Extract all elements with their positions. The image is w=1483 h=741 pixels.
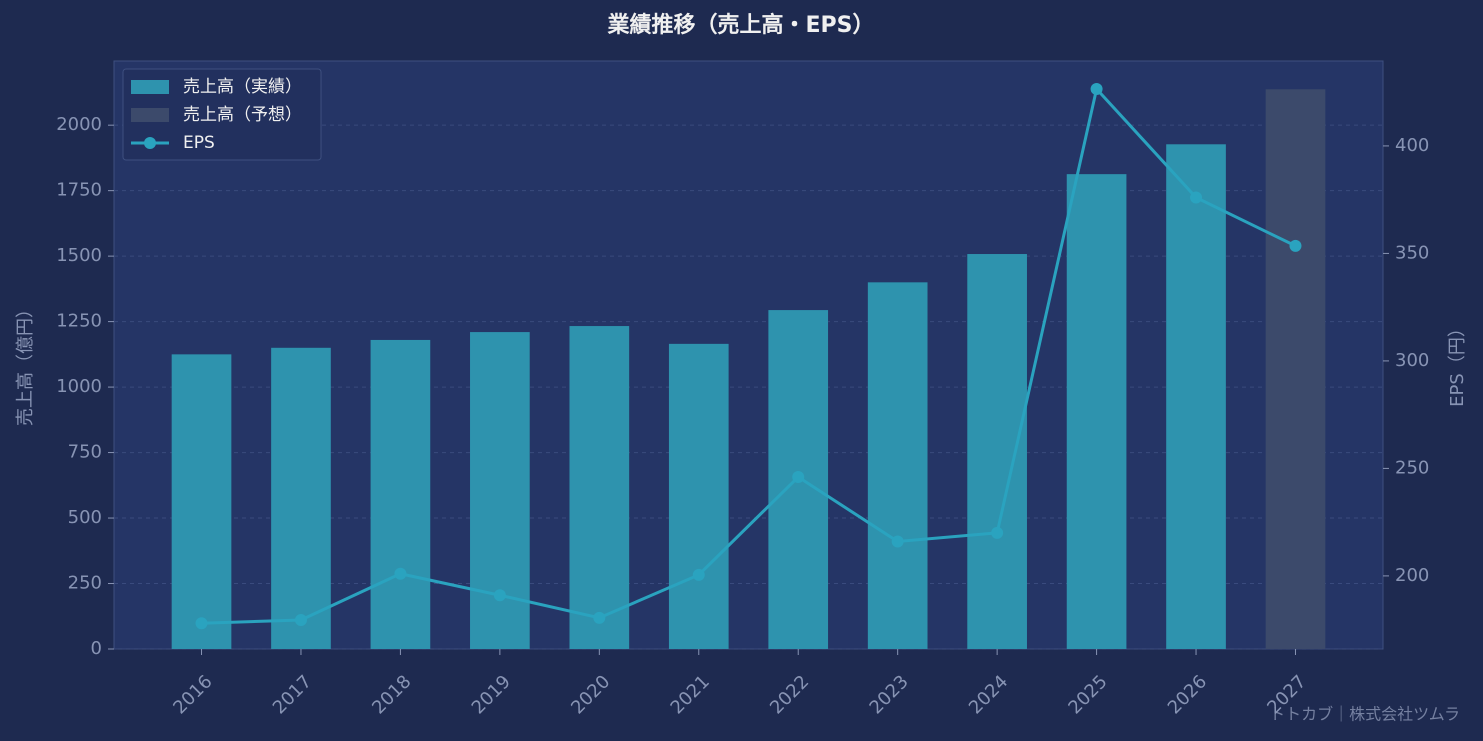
y-tick-label: 1750 <box>56 180 102 201</box>
legend-swatch <box>131 80 169 94</box>
marker <box>792 471 805 484</box>
legend-swatch <box>131 108 169 122</box>
y2-axis-label: EPS（円） <box>1447 319 1468 407</box>
legend-swatch <box>144 137 156 149</box>
y-tick-label: 2000 <box>56 114 102 135</box>
legend-box <box>122 68 322 161</box>
chart-title: 業績推移（売上高・EPS） <box>608 12 875 38</box>
y2-tick-label: 200 <box>1395 565 1429 586</box>
y-tick-label: 1500 <box>56 245 102 266</box>
y-tick-label: 250 <box>68 573 102 594</box>
y-tick-label: 0 <box>91 638 102 659</box>
marker <box>394 567 407 580</box>
marker <box>493 589 506 602</box>
y-tick-label: 750 <box>68 442 102 463</box>
legend-label: 売上高（予想） <box>183 105 302 125</box>
bar <box>370 339 431 649</box>
marker <box>593 611 606 624</box>
marker <box>294 613 307 626</box>
y2-tick-label: 350 <box>1395 242 1429 263</box>
watermark: トトカブ｜株式会社ツムラ <box>1269 705 1460 724</box>
marker <box>1289 239 1302 252</box>
bar <box>1265 89 1326 649</box>
legend-label: EPS <box>183 133 215 153</box>
y2-tick-label: 250 <box>1395 457 1429 478</box>
bar <box>967 254 1027 650</box>
y2-tick-label: 400 <box>1395 135 1429 156</box>
marker <box>891 535 904 548</box>
y-axis-label: 売上高（億円） <box>15 300 36 426</box>
y-tick-label: 500 <box>68 507 102 528</box>
y-tick-label: 1000 <box>56 376 102 397</box>
y-tick-label: 1250 <box>56 311 102 332</box>
bar <box>668 343 729 649</box>
marker <box>991 526 1004 539</box>
bar <box>271 347 331 649</box>
line <box>201 85 1297 625</box>
bar <box>569 326 630 649</box>
legend-label: 売上高（実績） <box>183 77 302 97</box>
bar <box>1066 174 1127 649</box>
bar <box>867 282 928 649</box>
marker <box>1190 191 1203 204</box>
bar <box>171 354 232 649</box>
marker <box>195 617 208 630</box>
y2-tick-label: 300 <box>1395 350 1429 371</box>
bar <box>1166 144 1226 649</box>
marker <box>692 568 705 581</box>
marker <box>1090 82 1103 95</box>
